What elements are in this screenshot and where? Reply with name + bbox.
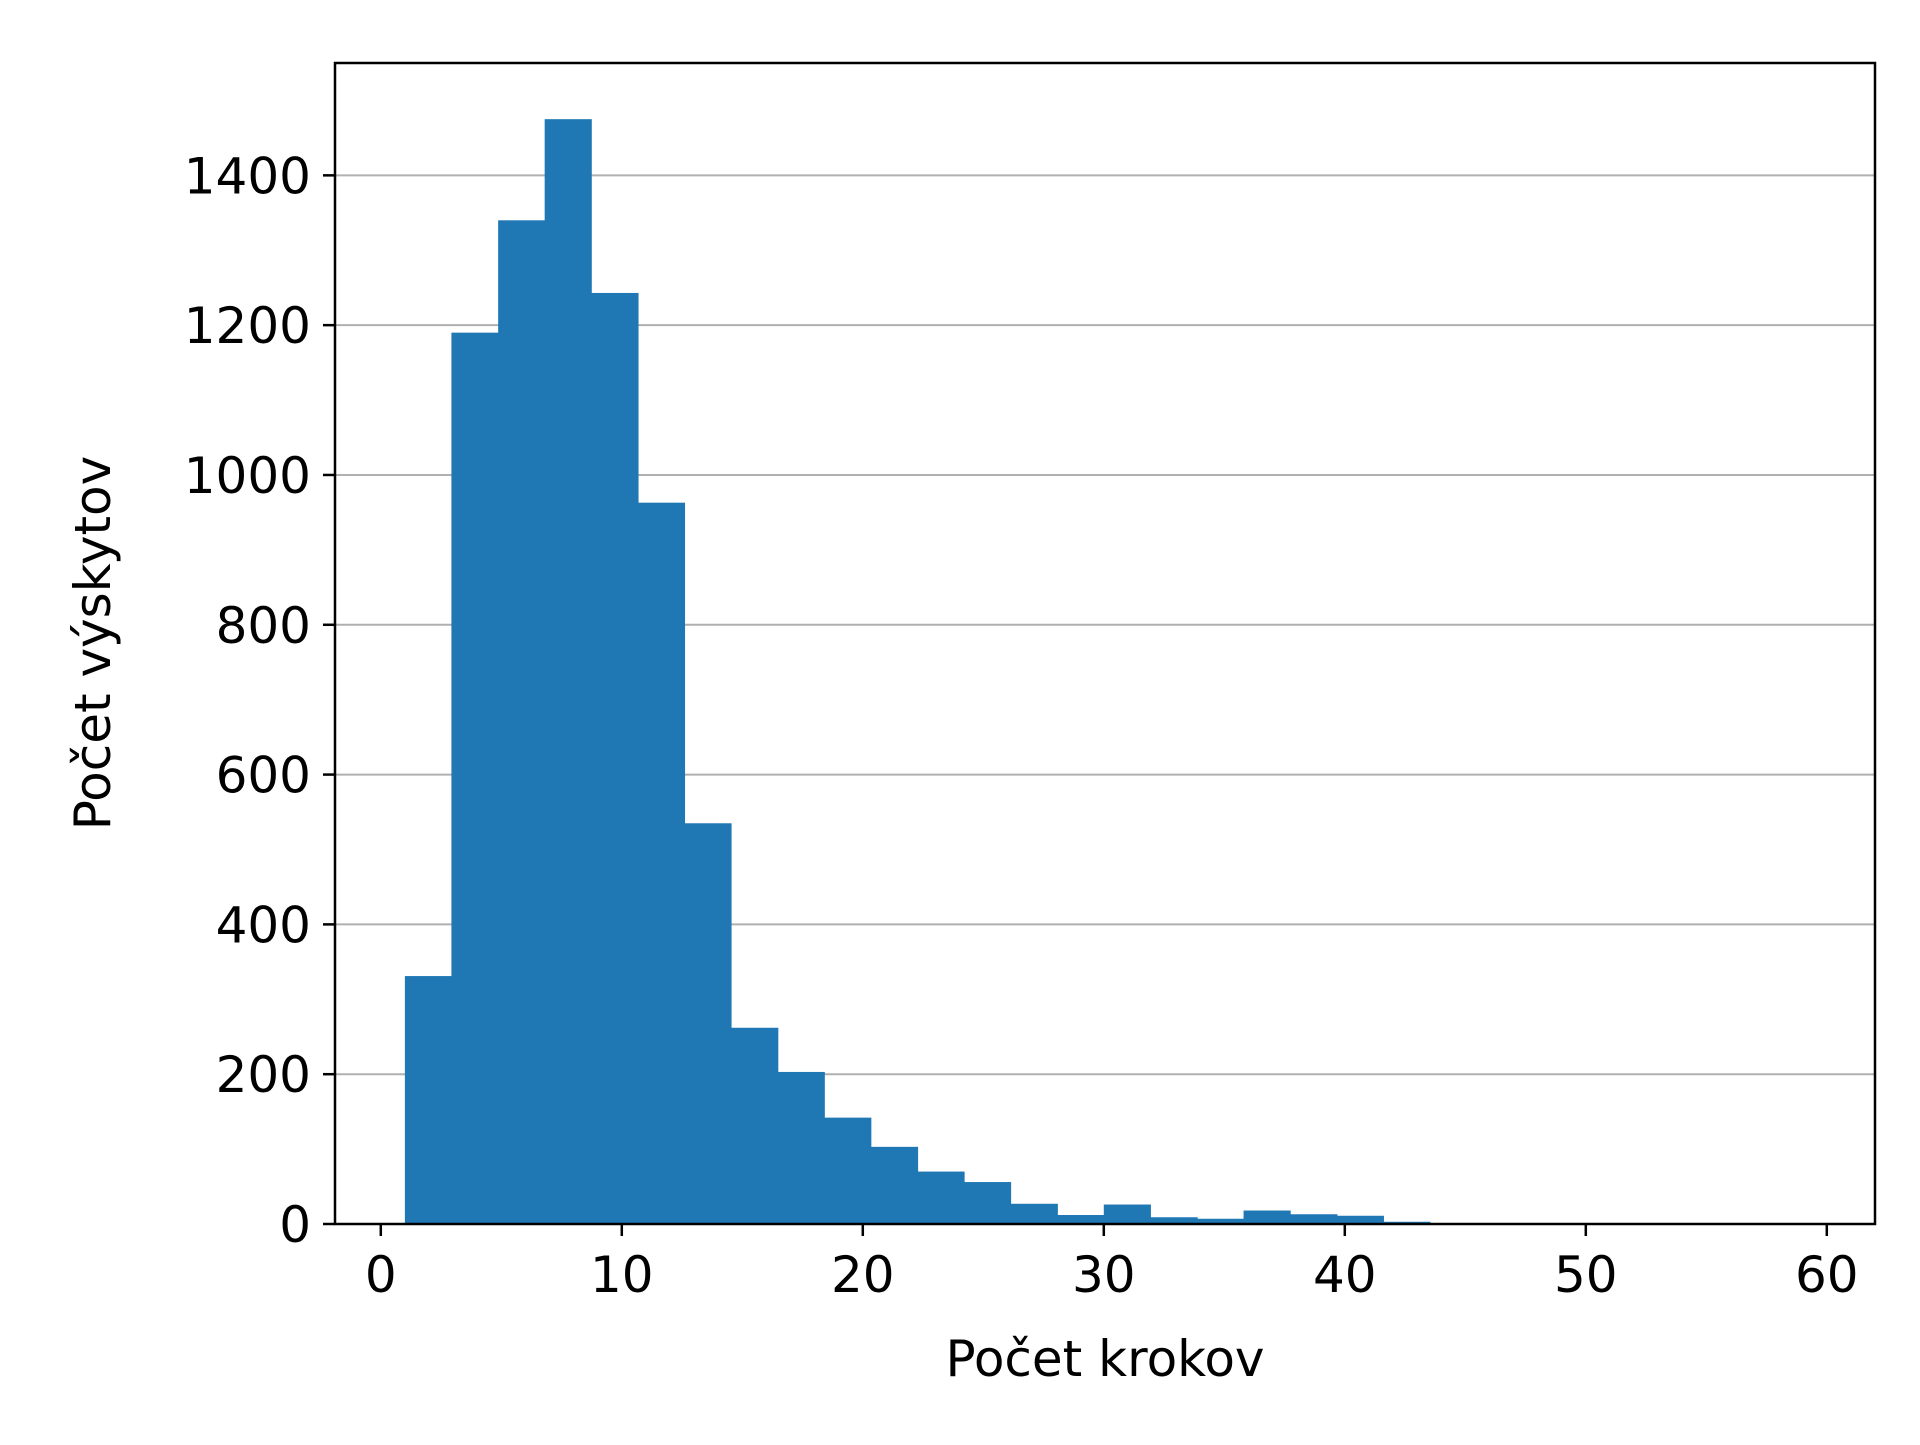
x-tick-label-0: 0: [365, 1246, 397, 1304]
y-tick-label-4: 800: [216, 597, 311, 655]
x-tick-label-1: 10: [590, 1246, 654, 1304]
x-tick-label-2: 20: [831, 1246, 895, 1304]
histogram-bar-16: [1150, 1217, 1198, 1224]
histogram-bar-5: [637, 502, 686, 1224]
histogram-bar-11: [917, 1171, 965, 1224]
histogram-bar-20: [1336, 1215, 1384, 1224]
histogram-bar-13: [1010, 1203, 1058, 1224]
histogram-bar-7: [730, 1027, 779, 1224]
y-tick-label-7: 1400: [184, 147, 311, 205]
histogram-bar-10: [870, 1146, 919, 1224]
y-tick-label-6: 1200: [184, 297, 311, 355]
histogram-bar-6: [684, 823, 732, 1224]
y-axis-label: Počet výskytov: [64, 456, 122, 831]
y-tick-label-2: 400: [216, 896, 311, 954]
histogram-bar-3: [544, 119, 592, 1225]
histogram-bar-1: [451, 332, 499, 1224]
histogram-bar-18: [1243, 1210, 1291, 1224]
x-tick-label-4: 40: [1313, 1246, 1377, 1304]
y-tick-label-1: 200: [216, 1046, 311, 1104]
x-axis-ticks: 0 10 20 30 40 50 60: [365, 1224, 1859, 1304]
x-tick-label-3: 30: [1072, 1246, 1136, 1304]
x-tick-label-6: 60: [1795, 1246, 1859, 1304]
y-tick-label-0: 0: [279, 1196, 311, 1254]
histogram-bar-2: [498, 220, 546, 1225]
bars-layer: [404, 119, 1478, 1225]
histogram-bar-12: [964, 1182, 1012, 1224]
x-axis-label: Počet krokov: [945, 1330, 1264, 1388]
y-tick-label-3: 600: [216, 747, 311, 805]
histogram-bar-8: [777, 1071, 825, 1224]
histogram-bar-14: [1057, 1215, 1105, 1224]
histogram-bar-0: [404, 976, 453, 1224]
y-axis-ticks: 0 200 400 600 800 1000 1200 1400: [184, 147, 335, 1254]
histogram-bar-17: [1197, 1218, 1245, 1224]
histogram-bar-15: [1103, 1204, 1151, 1224]
y-tick-label-5: 1000: [184, 447, 311, 505]
x-tick-label-5: 50: [1554, 1246, 1618, 1304]
histogram-bar-4: [591, 292, 639, 1225]
histogram-bar-9: [824, 1117, 872, 1224]
histogram-bar-19: [1290, 1214, 1338, 1224]
